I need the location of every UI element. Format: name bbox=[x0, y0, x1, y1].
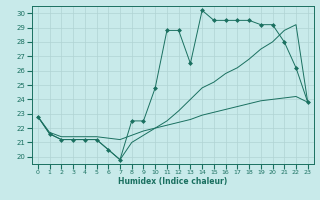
X-axis label: Humidex (Indice chaleur): Humidex (Indice chaleur) bbox=[118, 177, 228, 186]
